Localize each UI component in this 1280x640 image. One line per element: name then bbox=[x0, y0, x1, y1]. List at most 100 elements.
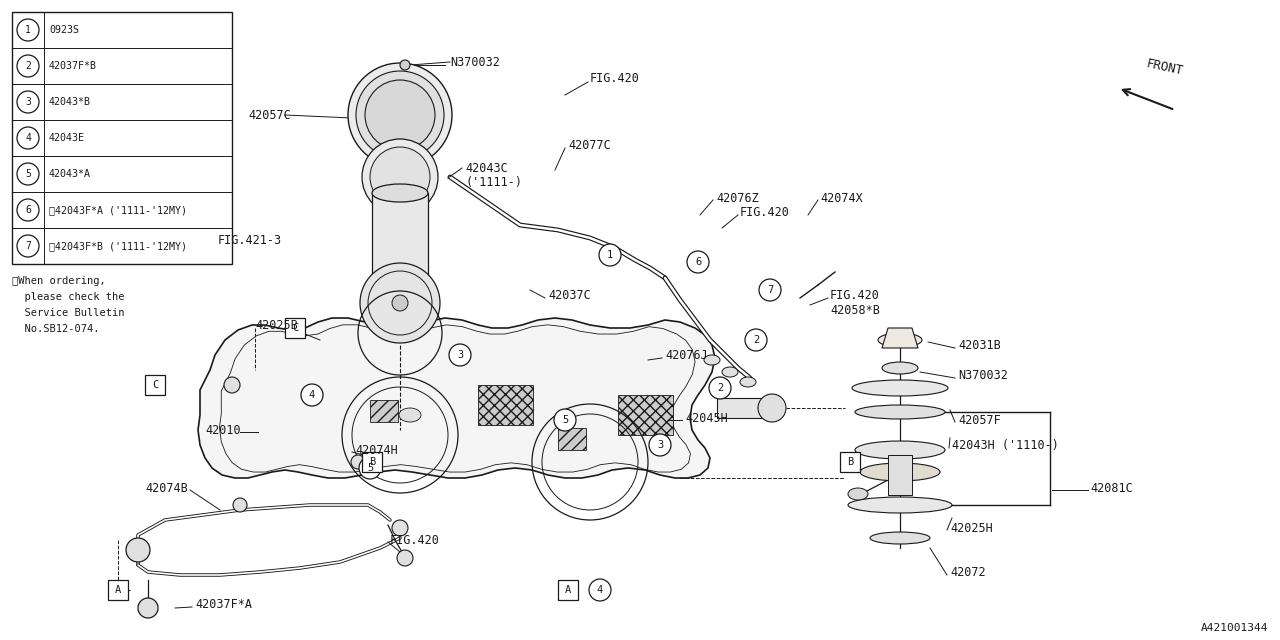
Circle shape bbox=[301, 384, 323, 406]
Circle shape bbox=[370, 147, 430, 207]
Circle shape bbox=[17, 55, 38, 77]
Text: 7: 7 bbox=[767, 285, 773, 295]
Bar bbox=[108, 580, 128, 600]
Bar bbox=[370, 400, 398, 422]
Ellipse shape bbox=[852, 380, 948, 396]
Text: B: B bbox=[369, 457, 375, 467]
Circle shape bbox=[17, 19, 38, 41]
Text: 42072: 42072 bbox=[950, 566, 986, 579]
Text: 5: 5 bbox=[562, 415, 568, 425]
Text: 2: 2 bbox=[26, 61, 31, 71]
Ellipse shape bbox=[372, 184, 428, 202]
Text: FIG.420: FIG.420 bbox=[740, 205, 790, 218]
Text: 6: 6 bbox=[695, 257, 701, 267]
Text: 42074B: 42074B bbox=[145, 481, 188, 495]
Bar bbox=[477, 385, 532, 425]
Text: 5: 5 bbox=[367, 463, 374, 473]
Text: 42043*A: 42043*A bbox=[49, 169, 91, 179]
Text: FIG.420: FIG.420 bbox=[390, 534, 440, 547]
Ellipse shape bbox=[882, 362, 918, 374]
Text: A421001344: A421001344 bbox=[1201, 623, 1268, 633]
Ellipse shape bbox=[855, 441, 945, 459]
Ellipse shape bbox=[849, 497, 952, 513]
Text: 42037C: 42037C bbox=[548, 289, 591, 301]
Ellipse shape bbox=[878, 333, 922, 347]
Text: ※42043F*B ('1111-'12MY): ※42043F*B ('1111-'12MY) bbox=[49, 241, 187, 251]
Text: 42057F: 42057F bbox=[957, 413, 1001, 426]
Circle shape bbox=[362, 139, 438, 215]
Text: No.SB12-074.: No.SB12-074. bbox=[12, 324, 100, 334]
Text: 42081C: 42081C bbox=[1091, 481, 1133, 495]
Text: ※42043F*A ('1111-'12MY): ※42043F*A ('1111-'12MY) bbox=[49, 205, 187, 215]
Text: 1: 1 bbox=[26, 25, 31, 35]
Ellipse shape bbox=[849, 488, 868, 500]
Text: 7: 7 bbox=[26, 241, 31, 251]
Text: 42010: 42010 bbox=[205, 424, 241, 436]
Ellipse shape bbox=[722, 367, 739, 377]
Bar bbox=[558, 580, 579, 600]
Text: N370032: N370032 bbox=[957, 369, 1007, 381]
Circle shape bbox=[125, 538, 150, 562]
Text: 42043C: 42043C bbox=[465, 161, 508, 175]
Bar bbox=[285, 318, 305, 338]
Circle shape bbox=[709, 377, 731, 399]
Circle shape bbox=[554, 409, 576, 431]
Text: 42043*B: 42043*B bbox=[49, 97, 91, 107]
Text: 42057C: 42057C bbox=[248, 109, 291, 122]
Text: 42043E: 42043E bbox=[49, 133, 84, 143]
Polygon shape bbox=[882, 328, 918, 348]
Text: A: A bbox=[115, 585, 122, 595]
Text: 42074X: 42074X bbox=[820, 191, 863, 205]
Text: 42037F*A: 42037F*A bbox=[195, 598, 252, 611]
Circle shape bbox=[17, 235, 38, 257]
Text: FIG.420: FIG.420 bbox=[590, 72, 640, 84]
Text: 42031B: 42031B bbox=[957, 339, 1001, 351]
Text: FIG.420: FIG.420 bbox=[829, 289, 879, 301]
Circle shape bbox=[365, 80, 435, 150]
Circle shape bbox=[348, 63, 452, 167]
Text: ※When ordering,: ※When ordering, bbox=[12, 276, 106, 286]
Text: 42045H: 42045H bbox=[685, 412, 728, 424]
Text: 6: 6 bbox=[26, 205, 31, 215]
Text: 42076Z: 42076Z bbox=[716, 191, 759, 205]
Text: 4: 4 bbox=[26, 133, 31, 143]
Bar bbox=[717, 398, 767, 418]
Bar bbox=[840, 452, 860, 472]
Text: ('1111-): ('1111-) bbox=[465, 175, 522, 189]
Circle shape bbox=[17, 199, 38, 221]
Circle shape bbox=[687, 251, 709, 273]
Bar bbox=[558, 428, 586, 450]
Text: 3: 3 bbox=[657, 440, 663, 450]
Ellipse shape bbox=[860, 463, 940, 481]
Text: 42076J: 42076J bbox=[666, 349, 708, 362]
Text: 1: 1 bbox=[607, 250, 613, 260]
Text: 42058*B: 42058*B bbox=[829, 303, 879, 317]
Ellipse shape bbox=[740, 377, 756, 387]
Text: Service Bulletin: Service Bulletin bbox=[12, 308, 124, 318]
Bar bbox=[362, 452, 381, 472]
Circle shape bbox=[233, 498, 247, 512]
Circle shape bbox=[745, 329, 767, 351]
Ellipse shape bbox=[704, 355, 721, 365]
Text: 42025H: 42025H bbox=[950, 522, 993, 534]
Circle shape bbox=[17, 91, 38, 113]
Ellipse shape bbox=[855, 405, 945, 419]
Circle shape bbox=[401, 60, 410, 70]
Text: 42043H ('1110-): 42043H ('1110-) bbox=[952, 438, 1059, 451]
Bar bbox=[372, 193, 428, 288]
Text: A: A bbox=[564, 585, 571, 595]
Circle shape bbox=[358, 457, 381, 479]
Polygon shape bbox=[198, 318, 716, 478]
Circle shape bbox=[759, 279, 781, 301]
Ellipse shape bbox=[870, 532, 931, 544]
Bar bbox=[12, 12, 232, 264]
Text: C: C bbox=[292, 323, 298, 333]
Bar bbox=[888, 455, 913, 495]
Circle shape bbox=[17, 163, 38, 185]
Text: B: B bbox=[847, 457, 854, 467]
Circle shape bbox=[758, 394, 786, 422]
Text: 3: 3 bbox=[26, 97, 31, 107]
Circle shape bbox=[351, 455, 365, 469]
Circle shape bbox=[599, 244, 621, 266]
Circle shape bbox=[392, 520, 408, 536]
